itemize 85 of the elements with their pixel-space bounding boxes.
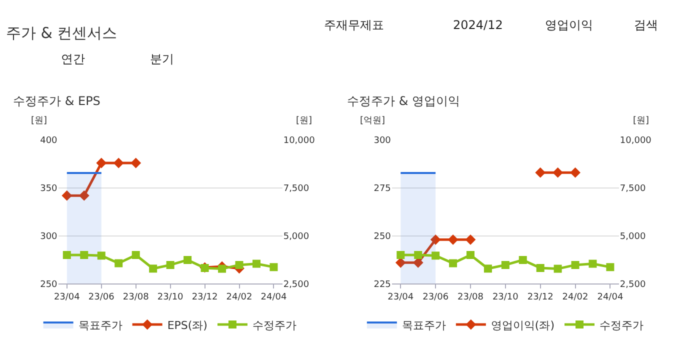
x-tick-label: 23/08 [122,292,150,303]
point [184,256,192,264]
y2-tick-label: 7,500 [283,184,310,194]
y2-tick-label: 2,500 [620,280,646,290]
point [97,252,106,260]
point [149,264,158,273]
x-tick-label: 23/12 [192,292,218,303]
point [535,167,546,178]
y2-tick-label: 2,500 [283,280,310,290]
point [414,251,422,259]
y2-tick-label: 7,500 [620,184,646,194]
x-tick-label: 23/08 [458,292,484,303]
point [114,259,123,268]
x-tick-label: 24/02 [562,292,588,303]
point [396,251,405,259]
y2-axis-title: [원] [296,116,312,126]
legend-label: 목표주가 [78,318,122,332]
point [78,190,90,201]
point [606,263,614,272]
y-tick-label: 350 [40,184,58,194]
legend-label: 영업이익(좌) [490,318,555,332]
x-tick-label: 24/04 [597,292,624,303]
legend-label: 수정주가 [600,318,644,332]
point [62,251,71,259]
point [571,260,580,269]
x-tick-label: 23/06 [88,292,115,303]
point [132,251,140,259]
point [218,264,226,273]
text: 분기 [150,52,174,66]
legend-label: 수정주가 [252,318,296,332]
x-tick-label: 24/04 [260,292,287,303]
x-tick-label: 23/06 [422,292,449,303]
point [552,167,564,178]
x-tick-label: 23/10 [492,292,519,303]
point [252,260,260,268]
point [235,260,244,269]
point [465,234,476,245]
y2-tick-label: 10,000 [620,136,652,146]
text: 2024/12 [453,18,503,32]
text: 검색 [634,18,658,32]
point [588,260,597,268]
point [570,167,580,178]
y-tick-label: 225 [374,280,391,290]
y-tick-label: 300 [40,232,58,242]
y-tick-label: 400 [40,136,58,146]
y2-tick-label: 5,000 [283,232,310,242]
point [501,260,510,269]
x-tick-label: 24/02 [226,292,252,303]
point [62,190,72,201]
x-tick-label: 23/10 [157,292,184,303]
y-tick-label: 250 [40,280,58,290]
chart-title: 수정주가 & EPS [13,94,100,108]
legend-label: 목표주가 [402,318,446,332]
point [80,251,88,259]
text: 연간 [61,52,85,66]
y-tick-label: 250 [374,232,392,242]
point [449,259,458,268]
point [518,256,527,264]
x-tick-label: 23/12 [527,292,554,303]
y2-tick-label: 10,000 [283,136,316,146]
point [432,252,440,260]
y-axis-title: [억원] [360,116,386,126]
point [270,263,278,272]
x-tick-label: 23/04 [388,292,414,303]
point [466,251,474,259]
y-tick-label: 275 [374,184,391,194]
text: 영업이익 [545,18,593,32]
y2-tick-label: 5,000 [620,232,646,242]
point [554,264,562,273]
chart-title: 수정주가 & 영업이익 [347,94,460,108]
text: 주재무제표 [324,18,384,32]
point [130,158,142,168]
legend-label: EPS(좌) [167,318,208,332]
point [113,158,124,168]
text: 주가 & 컨센서스 [6,24,118,42]
point [166,260,174,269]
point [536,264,544,272]
y-tick-label: 300 [374,136,392,146]
y-axis-title: [원] [31,116,48,126]
x-tick-label: 23/04 [54,292,80,303]
y2-axis-title: [원] [633,116,650,126]
point [430,234,441,245]
point [96,158,107,168]
point [484,264,492,273]
point [448,234,458,245]
